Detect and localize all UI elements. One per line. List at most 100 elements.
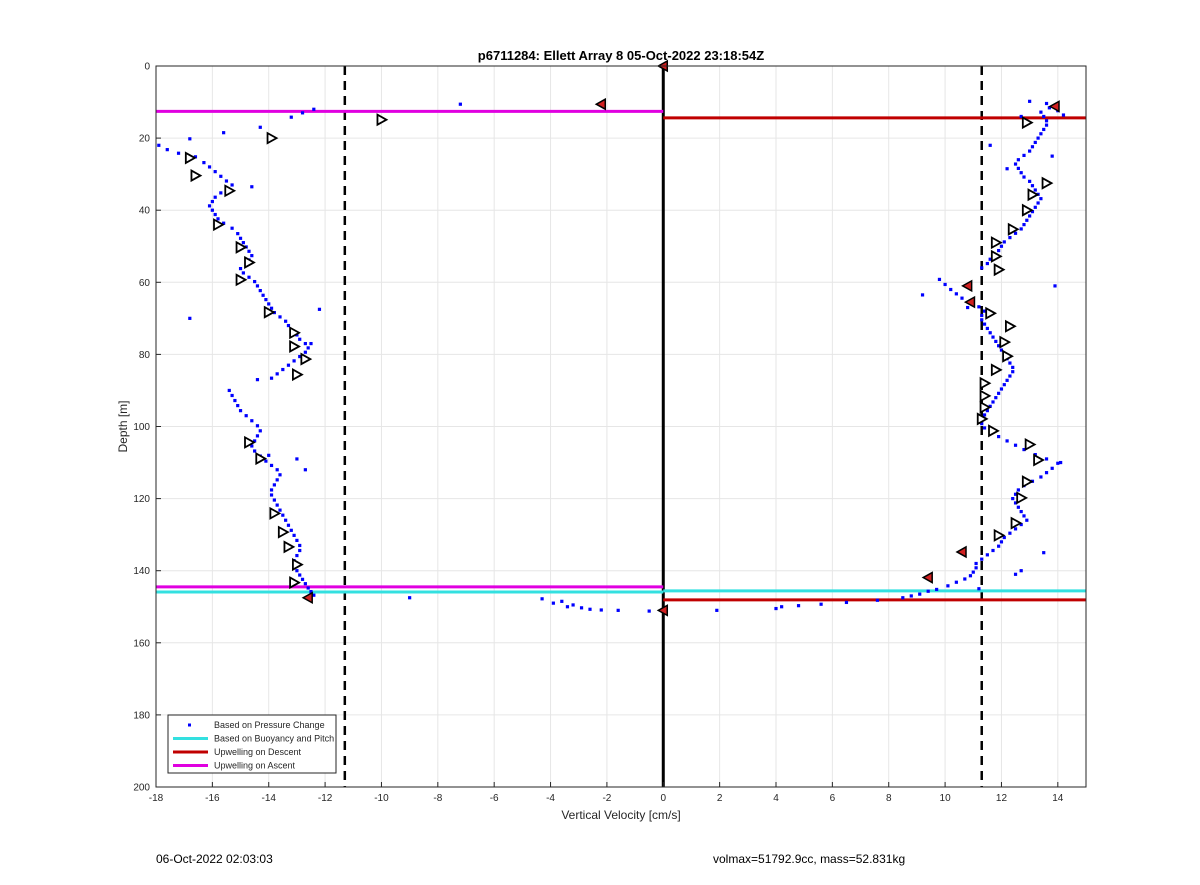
- pressure-change-point: [250, 419, 254, 423]
- pressure-change-point: [588, 607, 592, 611]
- pressure-change-point: [715, 608, 719, 612]
- pressure-change-point: [999, 244, 1004, 248]
- horizontal-segments: [156, 109, 1086, 602]
- pressure-change-point: [1030, 184, 1035, 188]
- pressure-change-point: [230, 183, 234, 187]
- x-axis-label: Vertical Velocity [cm/s]: [561, 808, 680, 822]
- pressure-change-point: [295, 538, 299, 543]
- y-tick-label: 40: [139, 206, 151, 217]
- pressure-change-point: [994, 339, 998, 344]
- pressure-change-point: [1019, 522, 1023, 527]
- open-triangle-marker: [1033, 453, 1045, 467]
- pressure-change-point: [1039, 110, 1043, 114]
- open-triangle-marker: [266, 131, 279, 145]
- pressure-change-point: [303, 341, 307, 346]
- pressure-change-point: [292, 359, 296, 363]
- pressure-change-point: [281, 367, 285, 372]
- pressure-change-point: [1030, 145, 1035, 149]
- pressure-change-point: [999, 348, 1004, 352]
- pressure-change-point: [1002, 240, 1006, 244]
- pressure-change-point: [253, 439, 257, 443]
- pressure-change-point: [213, 212, 217, 217]
- pressure-change-point: [157, 143, 161, 147]
- legend-label: Upwelling on Ascent: [214, 761, 296, 771]
- pressure-change-point: [286, 523, 291, 527]
- pressure-change-point: [1016, 166, 1020, 170]
- pressure-change-point: [997, 248, 1001, 253]
- pressure-change-point: [1013, 443, 1018, 447]
- pressure-change-point: [1005, 439, 1009, 443]
- footer-date: 06-Oct-2022 02:03:03: [156, 852, 273, 866]
- pressure-change-point: [247, 275, 251, 279]
- open-triangle-marker: [269, 506, 282, 520]
- pressure-change-point: [946, 584, 950, 588]
- pressure-change-point: [275, 503, 279, 507]
- open-triangle-marker: [300, 352, 313, 366]
- pressure-change-point: [1008, 531, 1012, 535]
- pressure-change-point: [985, 326, 989, 331]
- pressure-change-point: [1016, 158, 1020, 162]
- pressure-change-point: [988, 143, 992, 147]
- pressure-change-point: [1025, 518, 1029, 522]
- legend: Based on Pressure Change Based on Buoyanc…: [167, 714, 337, 774]
- pressure-change-point: [1022, 514, 1026, 518]
- pressure-change-point: [1002, 383, 1006, 387]
- pressure-change-point: [1019, 227, 1023, 231]
- x-tick-label: 2: [717, 793, 723, 804]
- legend-box: [167, 714, 337, 774]
- pressure-change-point: [188, 137, 192, 141]
- pressure-change-point: [1039, 132, 1043, 136]
- pressure-change-point: [1019, 509, 1023, 514]
- pressure-change-point: [599, 608, 603, 612]
- y-tick-label: 80: [139, 350, 151, 361]
- pressure-change-point: [1019, 569, 1023, 573]
- legend-label: Upwelling on Descent: [214, 747, 302, 757]
- legend-label: Based on Pressure Change: [214, 720, 325, 730]
- pressure-change-point: [974, 561, 978, 566]
- pressure-change-point: [1047, 106, 1051, 110]
- y-tick-label: 100: [133, 422, 150, 433]
- pressure-change-point: [289, 115, 293, 119]
- pressure-change-point: [982, 309, 987, 313]
- pressure-change-point: [1028, 214, 1032, 218]
- pressure-change-point: [819, 602, 823, 606]
- pressure-change-point: [269, 463, 274, 468]
- pressure-change-point: [222, 131, 226, 135]
- pressure-change-point: [261, 293, 265, 297]
- filled-triangle-marker: [963, 295, 976, 309]
- pressure-change-point: [309, 341, 313, 346]
- pressure-change-point: [238, 236, 243, 240]
- pressure-change-point: [278, 473, 282, 477]
- pressure-change-point: [317, 307, 322, 311]
- pressure-change-point: [219, 174, 223, 178]
- open-triangle-marker: [1016, 491, 1029, 505]
- pressure-change-point: [1005, 167, 1009, 171]
- open-triangle-marker: [1005, 319, 1017, 333]
- pressure-change-point: [250, 444, 254, 448]
- open-triangle-marker: [184, 151, 197, 165]
- pressure-change-point: [309, 590, 313, 594]
- pressure-change-point: [303, 468, 307, 472]
- pressure-change-point: [275, 372, 279, 376]
- pressure-change-point: [988, 331, 992, 335]
- x-tick-label: -8: [433, 793, 442, 804]
- pressure-change-point: [255, 434, 260, 438]
- open-triangle-marker: [244, 255, 256, 270]
- y-tick-label: 60: [139, 278, 151, 289]
- pressure-change-point: [1013, 572, 1018, 576]
- pressure-change-point: [303, 582, 307, 586]
- filled-triangle-marker: [955, 545, 967, 559]
- pressure-change-point: [949, 287, 953, 292]
- pressure-change-point: [540, 597, 544, 601]
- open-triangle-marker: [985, 306, 998, 320]
- pressure-change-point: [267, 453, 271, 457]
- pressure-change-point: [565, 605, 570, 609]
- pressure-change-point: [982, 413, 987, 417]
- pressure-change-point: [284, 518, 288, 522]
- open-triangle-marker: [224, 184, 237, 198]
- pressure-change-point: [207, 204, 212, 208]
- open-triangle-marker: [976, 412, 989, 426]
- pressure-change-point: [312, 593, 316, 597]
- pressure-change-point: [1013, 501, 1018, 505]
